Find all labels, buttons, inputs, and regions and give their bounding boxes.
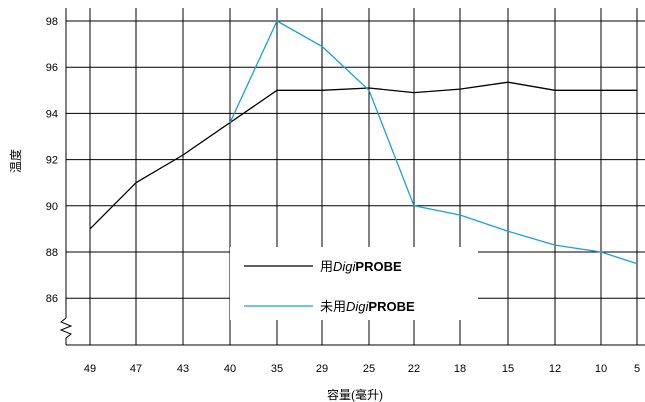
axis-break-zigzag	[59, 317, 73, 339]
y-tick-label-88: 88	[46, 247, 58, 259]
legend-label-series-0-italic: Digi	[333, 259, 357, 274]
y-tick-label-96: 96	[46, 62, 58, 74]
x-tick-label-40: 40	[224, 363, 236, 375]
x-tick-label-35: 35	[271, 363, 283, 375]
x-tick-label-15: 15	[502, 363, 514, 375]
legend-background	[230, 247, 478, 320]
y-axis-label: 温度	[8, 149, 23, 173]
x-tick-label-49: 49	[84, 363, 96, 375]
x-tick-label-10: 10	[595, 363, 607, 375]
x-tick-label-47: 47	[130, 363, 142, 375]
series-lines	[89, 20, 638, 265]
y-tick-label-86: 86	[46, 293, 58, 305]
x-tick-label-25: 25	[363, 363, 375, 375]
axis-break-marker	[59, 317, 73, 339]
legend-label-series-0: 用DigiPROBE	[320, 259, 402, 274]
y-axis-tick-labels: 86 88 90 92 94 96 98	[46, 16, 58, 305]
legend-label-series-0-bold: PROBE	[355, 259, 402, 274]
x-tick-label-5: 5	[634, 363, 640, 375]
x-tick-label-12: 12	[549, 363, 561, 375]
x-tick-label-29: 29	[316, 363, 328, 375]
legend: 用DigiPROBE 未用DigiPROBE	[230, 247, 478, 320]
y-tick-label-94: 94	[46, 108, 58, 120]
legend-label-series-1-bold: PROBE	[368, 299, 415, 314]
y-tick-label-98: 98	[46, 16, 58, 28]
x-axis-tick-labels: 49 47 43 40 35 29 25 22 18 15 12 10 5	[84, 363, 640, 375]
legend-label-series-1: 未用DigiPROBE	[320, 299, 415, 314]
x-tick-label-43: 43	[177, 363, 189, 375]
x-axis-label: 容量(毫升)	[327, 387, 383, 402]
legend-label-series-0-prefix: 用	[320, 259, 333, 274]
series-line-0	[89, 81, 637, 230]
series-line-1	[229, 20, 638, 265]
legend-label-series-1-prefix: 未用	[320, 299, 346, 314]
x-tick-label-18: 18	[454, 363, 466, 375]
y-tick-label-92: 92	[46, 155, 58, 167]
legend-label-series-1-italic: Digi	[346, 299, 370, 314]
y-tick-label-90: 90	[46, 201, 58, 213]
x-tick-label-22: 22	[408, 363, 420, 375]
